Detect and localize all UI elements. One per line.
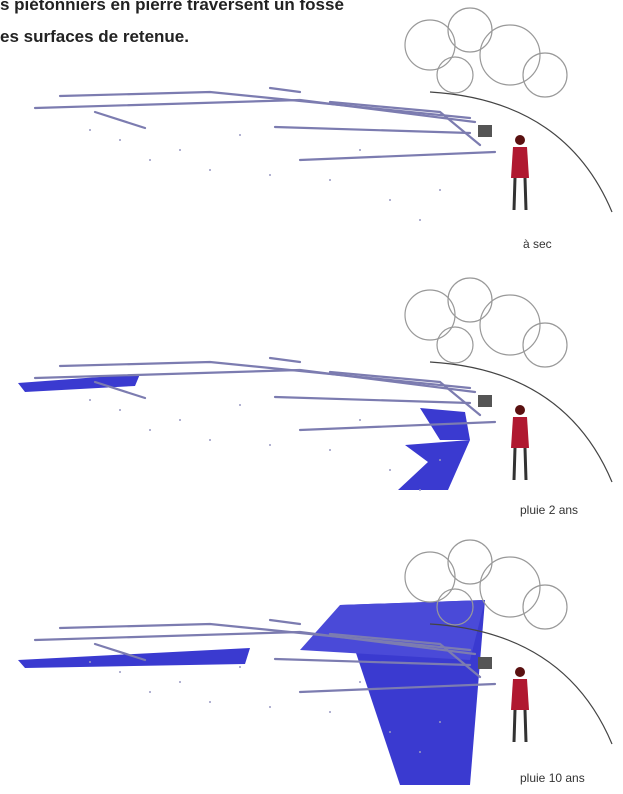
figure: s piétonniers en pierre traversent un fo… — [0, 0, 623, 794]
panel-3 — [18, 540, 612, 785]
panel-label: pluie 2 ans — [520, 503, 578, 517]
page: s piétonniers en pierre traversent un fo… — [0, 0, 623, 794]
caption-line: es surfaces de retenue. — [0, 27, 189, 46]
water — [18, 648, 250, 668]
panel-2 — [18, 278, 612, 491]
water — [398, 440, 470, 490]
panel-label: à sec — [523, 237, 552, 251]
panel-label: pluie 10 ans — [520, 771, 585, 785]
caption-line: s piétonniers en pierre traversent un fo… — [0, 0, 344, 14]
